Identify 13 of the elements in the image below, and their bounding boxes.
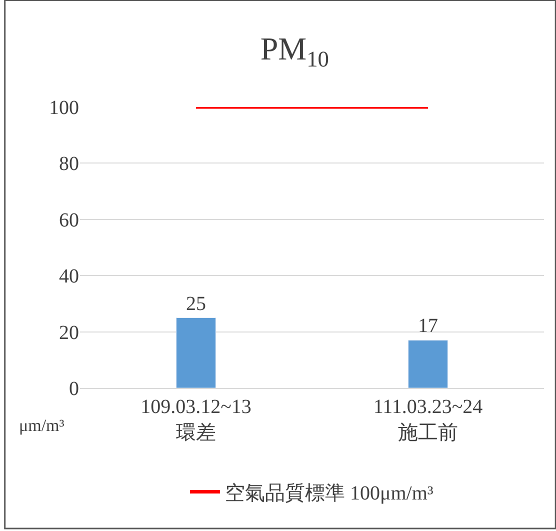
data-label: 25	[186, 292, 206, 315]
data-label: 17	[418, 315, 438, 338]
text: μm/m³	[19, 416, 64, 435]
legend-label: 空氣品質標準 100μm/m³	[225, 482, 434, 505]
chart-title: PM$_{10}$	[260, 30, 329, 72]
y-tick-label: 0	[69, 378, 79, 400]
y-tick-label: 100	[49, 97, 79, 119]
y-tick-label: 80	[59, 153, 79, 176]
y-tick-label: 40	[59, 266, 79, 288]
y-tick-label: 60	[59, 209, 79, 232]
x-tick-label: 109.03.12~13 環差	[140, 396, 252, 444]
y-tick-label: 20	[59, 322, 79, 344]
x-tick-label: 111.03.23~24 施工前	[373, 396, 483, 444]
